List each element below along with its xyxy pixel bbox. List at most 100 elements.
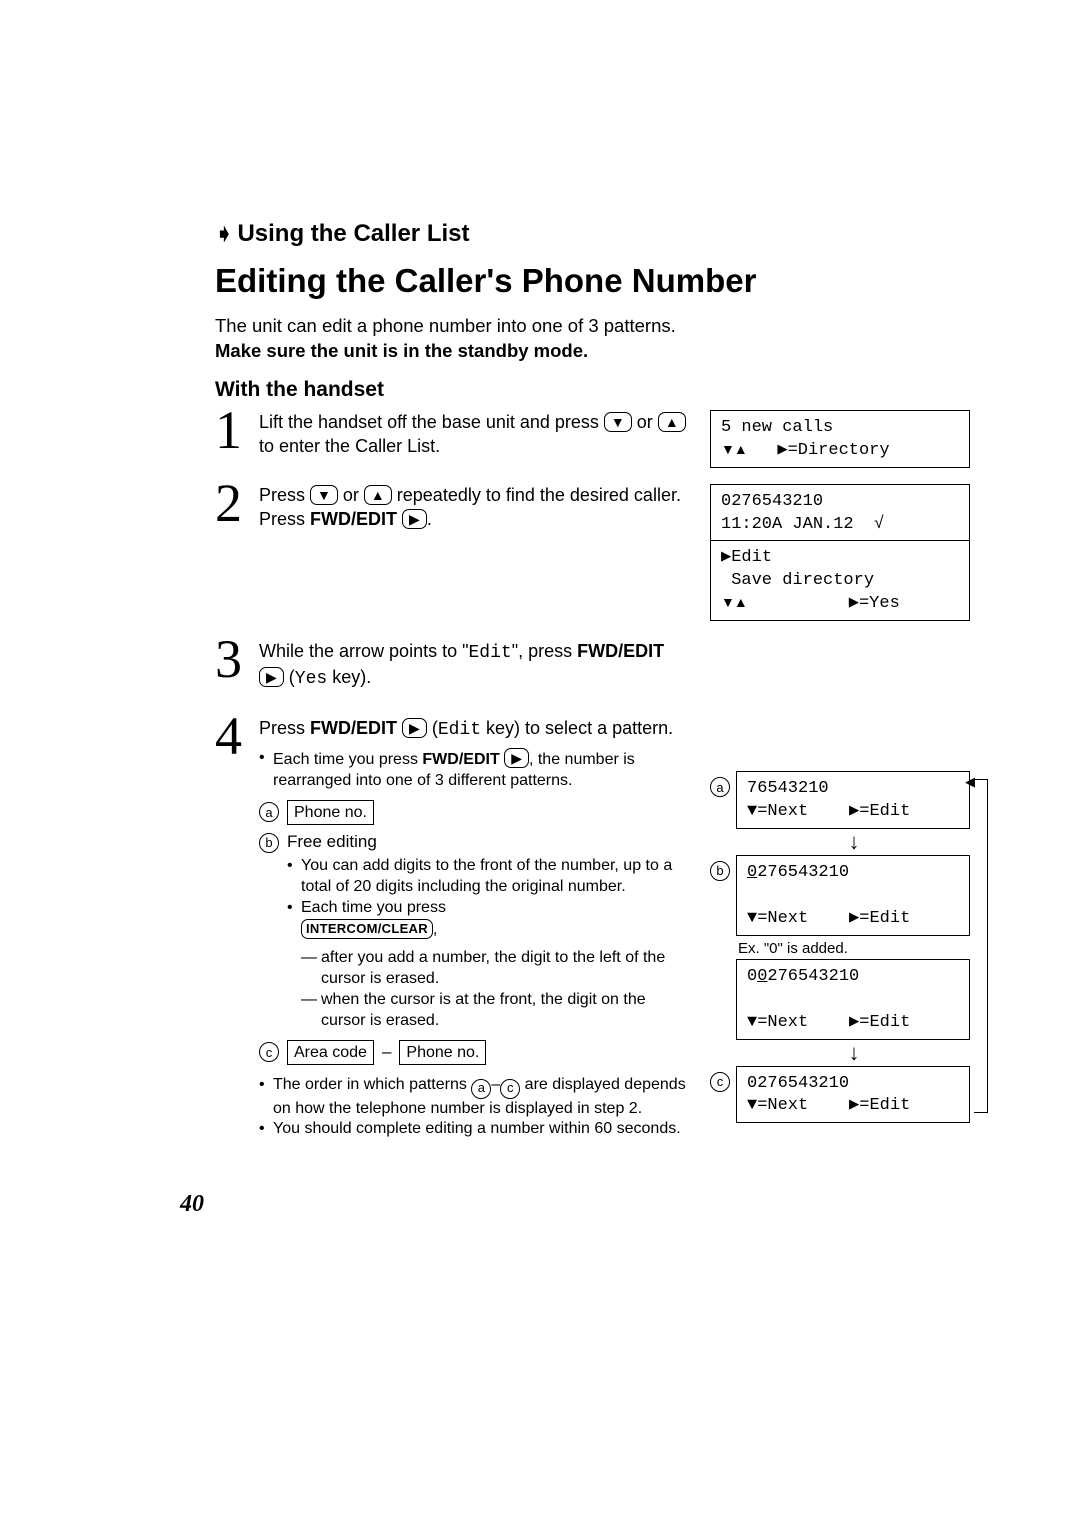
loop-arrowhead-icon: ◀ xyxy=(965,774,975,790)
step-number: 3 xyxy=(215,635,259,684)
step-2-period: . xyxy=(427,509,432,529)
phone-no-box: Phone no. xyxy=(399,1040,486,1066)
subsection-heading: With the handset xyxy=(215,378,970,402)
lcd-line: 0 xyxy=(747,967,757,986)
section-heading: ➧Using the Caller List xyxy=(215,220,970,248)
lcd-pattern-c: 0276543210 ▼=Next ▶=Edit xyxy=(736,1066,970,1124)
lcd-box-1: 5 new calls ▼▲ ▶=Directory xyxy=(710,410,970,468)
lcd-column: 5 new calls ▼▲ ▶=Directory 0276543210 11… xyxy=(710,410,970,1146)
lcd-nav-icons: ▼▲ xyxy=(721,441,747,457)
lcd-cursor: 0 xyxy=(757,967,767,986)
lcd-line: 276543210 xyxy=(757,863,849,882)
step-number: 4 xyxy=(215,712,259,761)
phone-no-box: Phone no. xyxy=(287,800,374,826)
step-3: 3 While the arrow points to "Edit", pres… xyxy=(215,639,692,692)
circle-c-icon: c xyxy=(710,1072,730,1092)
step-2-text-a: Press xyxy=(259,485,310,505)
lcd-nav-icons: ▼▲ xyxy=(721,594,747,610)
lcd-line: 276543210 xyxy=(767,967,859,986)
lcd-line: Save directory xyxy=(721,571,874,590)
option-a-row: a Phone no. xyxy=(259,800,692,826)
example-note: Ex. "0" is added. xyxy=(738,940,970,957)
fwd-edit-label: FWD/EDIT xyxy=(577,641,664,661)
pattern-c-row: c 0276543210 ▼=Next ▶=Edit xyxy=(710,1066,970,1124)
lcd-line: ▼=Next xyxy=(747,1096,808,1115)
intercom-clear-key: INTERCOM/CLEAR xyxy=(301,919,433,939)
pattern-b-row: b 0276543210 ▼=Next ▶=Edit xyxy=(710,855,970,936)
lcd-line: ▶=Yes xyxy=(849,594,900,613)
intro-line2: Make sure the unit is in the standby mod… xyxy=(215,340,588,361)
step-4: 4 Press FWD/EDIT ▶ (Edit key) to select … xyxy=(215,716,692,1140)
step-1-text-b: or xyxy=(637,412,658,432)
loop-connector xyxy=(974,779,988,1113)
step-number: 1 xyxy=(215,406,259,455)
yes-mono: Yes xyxy=(295,669,327,689)
pattern-b2-row: 00276543210 ▼=Next ▶=Edit xyxy=(710,959,970,1040)
circle-c-icon: c xyxy=(259,1042,279,1062)
lcd-pattern-a: 76543210 ▼=Next ▶=Edit xyxy=(736,771,970,829)
circle-b-icon: b xyxy=(710,861,730,881)
lcd-line: 11:20A JAN.12 √ xyxy=(721,515,884,534)
lcd-line: 0276543210 xyxy=(747,1074,849,1093)
step-3-text-a: While the arrow points to " xyxy=(259,641,468,661)
page-title: Editing the Caller's Phone Number xyxy=(215,262,970,300)
step-2: 2 Press ▼ or ▲ repeatedly to find the de… xyxy=(215,483,692,532)
intro-line1: The unit can edit a phone number into on… xyxy=(215,315,676,336)
steps-column: 1 Lift the handset off the base unit and… xyxy=(215,410,692,1146)
lcd-line: ▶Edit xyxy=(721,548,772,567)
option-c-dash: – xyxy=(382,1041,391,1064)
step-4-bullet-1: Each time you press FWD/EDIT ▶, the numb… xyxy=(259,748,692,792)
step-4-text-a: Press xyxy=(259,718,310,738)
note-2: You should complete editing a number wit… xyxy=(259,1119,692,1140)
fwd-edit-label: FWD/EDIT xyxy=(310,509,397,529)
lcd-pattern-b: 0276543210 ▼=Next ▶=Edit xyxy=(736,855,970,936)
option-b-bullet-1: You can add digits to the front of the n… xyxy=(287,856,692,898)
lcd-line: ▶=Directory xyxy=(777,441,889,460)
circle-a-icon: a xyxy=(710,777,730,797)
note-1: The order in which patterns a–c are disp… xyxy=(259,1075,692,1119)
flow-arrow-icon: ↓ xyxy=(738,831,970,853)
lcd-line: ▶=Edit xyxy=(849,1096,910,1115)
option-c-row: c Area code – Phone no. xyxy=(259,1040,692,1066)
step-4-body: Press FWD/EDIT ▶ (Edit key) to select a … xyxy=(259,716,692,1140)
lcd-line: ▶=Edit xyxy=(849,802,910,821)
area-code-box: Area code xyxy=(287,1040,374,1066)
up-key-icon: ▲ xyxy=(364,485,392,505)
step-1-text-a: Lift the handset off the base unit and p… xyxy=(259,412,604,432)
circle-a-icon: a xyxy=(259,802,279,822)
step-2-body: Press ▼ or ▲ repeatedly to find the desi… xyxy=(259,483,692,532)
up-key-icon: ▲ xyxy=(658,412,686,432)
step-number: 2 xyxy=(215,479,259,528)
step-1-text-c: to enter the Caller List. xyxy=(259,436,440,456)
option-b-row: b Free editing xyxy=(259,831,692,854)
circle-a-icon: a xyxy=(471,1079,491,1099)
lcd-cursor: 0 xyxy=(747,863,757,882)
lcd-line: ▼=Next xyxy=(747,802,808,821)
pattern-flow: ◀ a 76543210 ▼=Next ▶=Edit ↓ b 027654321… xyxy=(710,771,970,1123)
lcd-box-3: ▶Edit Save directory ▼▲ ▶=Yes xyxy=(710,540,970,621)
fwd-edit-label: FWD/EDIT xyxy=(310,718,397,738)
circle-b-icon: b xyxy=(259,833,279,853)
option-b-bullet-2: Each time you press INTERCOM/CLEAR, xyxy=(287,898,692,941)
down-key-icon: ▼ xyxy=(604,412,632,432)
page-number: 40 xyxy=(180,1191,204,1218)
right-key-icon: ▶ xyxy=(402,718,427,738)
option-b-text: Free editing xyxy=(287,831,377,854)
lcd-line: 76543210 xyxy=(747,779,829,798)
step-1: 1 Lift the handset off the base unit and… xyxy=(215,410,692,459)
right-key-icon: ▶ xyxy=(402,509,427,529)
lcd-line: ▼=Next xyxy=(747,1013,808,1032)
lcd-box-2: 0276543210 11:20A JAN.12 √ xyxy=(710,484,970,542)
step-3-body: While the arrow points to "Edit", press … xyxy=(259,639,692,692)
edit-mono: Edit xyxy=(468,643,511,663)
section-heading-text: Using the Caller List xyxy=(237,220,469,247)
option-b-dash-1: after you add a number, the digit to the… xyxy=(301,948,692,990)
step-2-text-b: or xyxy=(343,485,364,505)
circle-c-icon: c xyxy=(500,1079,520,1099)
section-arrow-icon: ➧ xyxy=(215,221,233,246)
option-b-dash-2: when the cursor is at the front, the dig… xyxy=(301,990,692,1032)
intro-text: The unit can edit a phone number into on… xyxy=(215,314,970,364)
edit-mono: Edit xyxy=(438,720,481,740)
lcd-line: ▶=Edit xyxy=(849,909,910,928)
lcd-line: ▶=Edit xyxy=(849,1013,910,1032)
